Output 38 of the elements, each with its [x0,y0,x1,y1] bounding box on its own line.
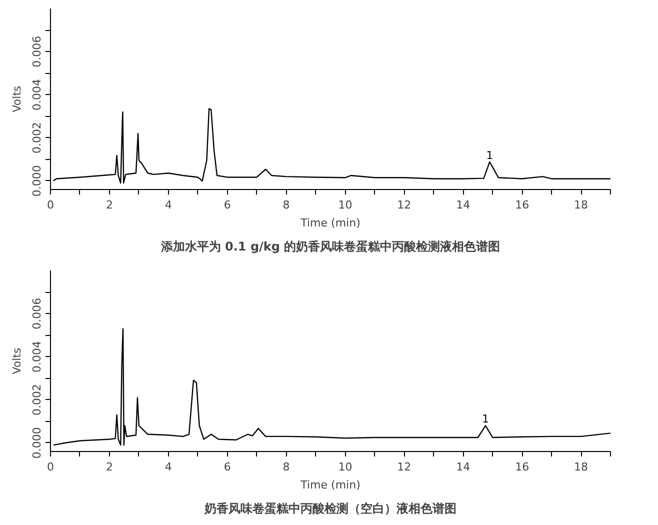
x-tick-label: 6 [224,460,231,474]
x-tick-label: 6 [224,198,231,212]
x-tick-label: 14 [456,460,470,474]
y-axis-title: Volts [10,347,24,374]
x-tick-label: 0 [47,460,54,474]
x-tick-label: 12 [397,198,412,212]
line-series [52,108,610,184]
x-tick-label: 8 [282,460,290,474]
y-tick-label: 0.004 [30,340,44,372]
y-tick-label: 0.006 [30,298,44,330]
line-series [52,328,610,446]
x-tick-label: 12 [397,460,412,474]
x-tick-label: 14 [456,198,470,212]
y-tick-label: 0.004 [30,78,44,110]
x-axis-title: Time (min) [300,478,360,492]
x-tick-label: 2 [106,198,113,212]
x-tick-label: 4 [164,460,172,474]
x-tick-label: 10 [338,198,352,212]
x-tick-label: 0 [47,198,54,212]
y-tick-label: 0.002 [30,384,44,416]
x-axis-title: Time (min) [300,216,360,230]
y-tick-label: 0.002 [30,122,44,154]
y-tick-label: 0.000 [30,427,44,459]
x-tick-label: 2 [106,460,113,474]
annotation: 1 [486,148,494,162]
annotation: 1 [482,412,490,426]
x-tick-label: 16 [515,460,530,474]
x-tick-label: 18 [574,460,588,474]
x-tick-label: 10 [338,460,352,474]
x-tick-label: 18 [574,198,588,212]
y-tick-label: 0.006 [30,36,44,68]
y-tick-label: 0.000 [30,165,44,197]
x-tick-label: 4 [164,198,172,212]
x-tick-label: 16 [515,198,530,212]
x-tick-label: 8 [282,198,290,212]
text: 添加水平为 0.1 g/kg 的奶香风味卷蛋糕中丙酸检测液相色谱图 [160,240,500,254]
y-axis-title: Volts [10,85,24,112]
text: 奶香风味卷蛋糕中丙酸检测（空白）液相色谱图 [204,502,456,516]
